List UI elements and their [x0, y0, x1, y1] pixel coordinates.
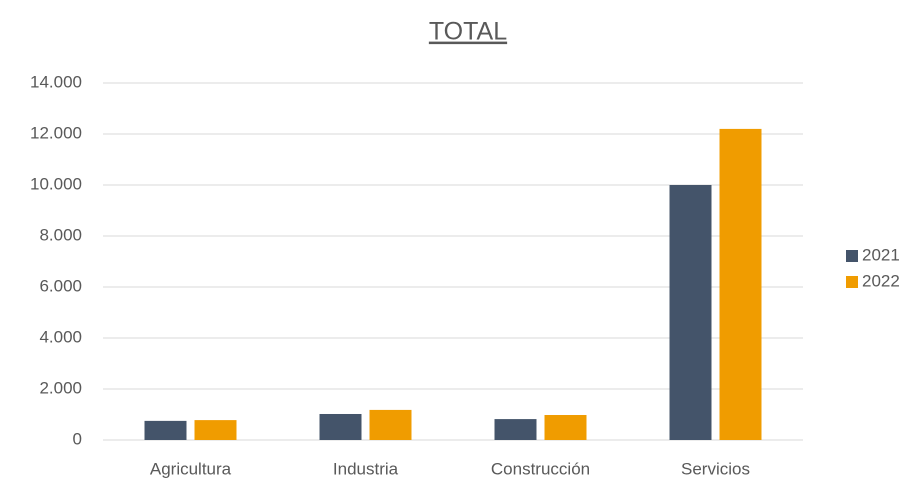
bar: [369, 409, 412, 440]
legend-swatch: [846, 250, 858, 262]
bar: [669, 185, 712, 440]
x-tick-label: Servicios: [681, 459, 750, 478]
bar: [544, 415, 587, 440]
y-tick-label: 2.000: [39, 378, 82, 397]
bar: [319, 413, 362, 440]
y-tick-label: 0: [73, 429, 82, 448]
y-tick-label: 14.000: [30, 72, 82, 91]
y-tick-label: 8.000: [39, 225, 82, 244]
y-tick-label: 6.000: [39, 276, 82, 295]
legend-label: 2022: [862, 271, 900, 290]
bar: [719, 128, 762, 440]
y-tick-label: 12.000: [30, 123, 82, 142]
bar: [494, 419, 537, 440]
y-tick-label: 10.000: [30, 174, 82, 193]
legend-swatch: [846, 276, 858, 288]
bar: [144, 420, 187, 440]
x-tick-label: Industria: [333, 459, 399, 478]
chart-title: TOTAL: [429, 18, 507, 46]
legend-label: 2021: [862, 245, 900, 264]
bar: [194, 420, 237, 440]
x-tick-label: Agricultura: [150, 459, 232, 478]
y-tick-label: 4.000: [39, 327, 82, 346]
x-tick-label: Construcción: [491, 459, 590, 478]
